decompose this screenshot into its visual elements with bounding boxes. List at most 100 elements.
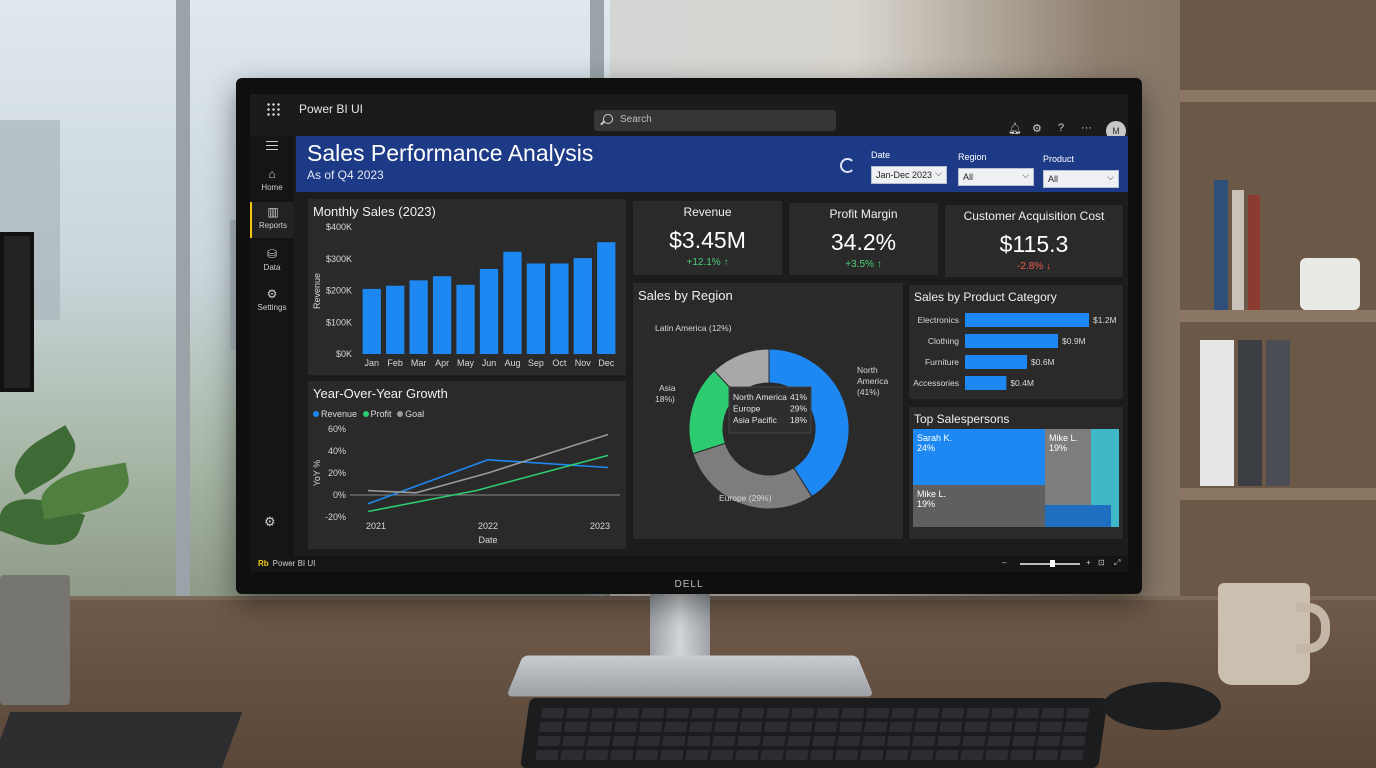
tile-name: Sarah K. <box>917 433 952 443</box>
nav-item-data[interactable]: ⛁ Data <box>250 244 294 280</box>
binder <box>1266 340 1290 486</box>
gear-icon[interactable]: ⚙ <box>1032 122 1042 135</box>
bar <box>433 276 451 354</box>
zoom-out-icon[interactable]: – <box>1002 558 1006 567</box>
product-category-card[interactable]: Sales by Product Category Electronics $1.… <box>908 284 1124 400</box>
yoy-growth-card[interactable]: Year-Over-Year Growth Revenue Profit Goa… <box>307 380 627 550</box>
key-row <box>539 722 1090 732</box>
treemap-tile-blue[interactable] <box>1045 505 1111 527</box>
report-header: Sales Performance Analysis As of Q4 2023… <box>296 136 1128 192</box>
slice-label: 18%) <box>655 394 675 404</box>
tooltip-value: 29% <box>790 404 807 414</box>
date-dropdown[interactable]: Jan-Dec 2023 ⌵ <box>871 166 947 184</box>
status-bar: Rb Power BI UI – + ⊡ ⤢ <box>250 556 1128 572</box>
kpi-delta: +12.1% ↑ <box>633 257 782 268</box>
bar <box>480 269 498 354</box>
bell-icon[interactable]: 🔔︎ <box>1008 122 1022 135</box>
tile-pct: 24% <box>917 443 935 453</box>
bezel-logo: DELL <box>236 579 1142 590</box>
treemap-tile-mike-1[interactable]: Mike L. 19% <box>1045 429 1091 505</box>
fit-page-icon[interactable]: ⊡ <box>1098 558 1105 567</box>
keyboard <box>520 698 1108 768</box>
kpi-revenue-card[interactable]: Revenue $3.45M +12.1% ↑ <box>632 200 783 276</box>
help-icon[interactable]: ? <box>1058 122 1064 134</box>
plant-pot <box>0 575 70 705</box>
app-title: Power BI UI <box>299 102 363 116</box>
filter-product: Product All ⌵ <box>1043 154 1074 164</box>
app-launcher-icon[interactable] <box>266 102 280 116</box>
kpi-title: Revenue <box>633 205 782 219</box>
key-row <box>541 708 1092 718</box>
monthly-sales-card[interactable]: Monthly Sales (2023) $0K $100K $200K $300K $… <box>307 198 627 376</box>
window-mullion <box>176 0 190 600</box>
bottom-settings-icon[interactable]: ⚙ <box>264 514 276 530</box>
key-row <box>535 750 1086 760</box>
tile-name: Mike L. <box>1049 433 1078 443</box>
monthly-sales-chart: $0K$100K$200K$300K$400KRevenueJan Feb Mar A… <box>308 199 628 377</box>
page-subtitle: As of Q4 2023 <box>307 168 384 182</box>
category-bar <box>965 376 1006 390</box>
kpi-title: Customer Acquisition Cost <box>945 209 1123 223</box>
y-tick-label: 20% <box>328 468 346 478</box>
category-bar <box>965 355 1027 369</box>
nav-item-settings[interactable]: ⚙ Settings <box>250 284 294 320</box>
zoom-slider-thumb[interactable] <box>1050 560 1055 567</box>
category-bar <box>965 334 1058 348</box>
x-tick-label: Jan <box>364 358 379 368</box>
x-tick-label: Feb <box>387 358 403 368</box>
top-salespersons-card[interactable]: Top Salespersons Sarah K. 24% Mike L. 19… <box>908 406 1124 540</box>
x-tick-label: Nov <box>575 358 592 368</box>
treemap-tile-mike-2[interactable]: Mike L. 19% <box>913 485 1045 527</box>
bar <box>386 286 404 354</box>
nav-item-home[interactable]: ⌂ Home <box>250 164 294 200</box>
treemap-tile-small[interactable] <box>1111 505 1119 527</box>
filter-label: Product <box>1043 154 1074 164</box>
more-icon[interactable]: ··· <box>1081 122 1092 134</box>
refresh-icon[interactable] <box>840 158 855 173</box>
zoom-in-icon[interactable]: + <box>1086 558 1091 567</box>
x-tick-label: May <box>457 358 475 368</box>
treemap-tile-teal[interactable] <box>1091 429 1119 505</box>
series-line <box>368 455 608 511</box>
tooltip-label: Asia Pacific <box>733 415 778 425</box>
category-label: Accessories <box>913 378 959 388</box>
x-tick-label: Sep <box>528 358 544 368</box>
search-input[interactable]: Search <box>594 110 836 131</box>
category-label: Furniture <box>925 357 959 367</box>
series-line <box>368 435 608 493</box>
y-tick-label: 40% <box>328 446 346 456</box>
bar <box>597 242 615 354</box>
bar <box>503 252 521 354</box>
kpi-profit-margin-card[interactable]: Profit Margin 34.2% +3.5% ↑ <box>788 202 939 276</box>
x-tick-label: Mar <box>411 358 427 368</box>
x-tick-label: Dec <box>598 358 615 368</box>
sales-by-region-card[interactable]: Sales by Region North America (41%) Europe … <box>632 282 904 540</box>
treemap-tile-sarah[interactable]: Sarah K. 24% <box>913 429 1045 485</box>
category-bar <box>965 313 1089 327</box>
shelf <box>1180 310 1376 322</box>
page-title: Sales Performance Analysis <box>307 140 593 167</box>
nav-label: Reports <box>259 221 287 230</box>
bar <box>550 264 568 354</box>
slice-label: (41%) <box>857 387 880 397</box>
product-dropdown[interactable]: All ⌵ <box>1043 170 1119 188</box>
nav-item-reports[interactable]: ▥ Reports <box>250 202 294 238</box>
slice-label: North <box>857 365 878 375</box>
second-monitor <box>0 232 34 392</box>
value-label: $0.9M <box>1062 336 1086 346</box>
y-tick-label: $200K <box>326 286 352 296</box>
region-dropdown[interactable]: All ⌵ <box>958 168 1034 186</box>
dropdown-value: Jan-Dec 2023 <box>876 170 932 180</box>
bar <box>409 280 427 354</box>
kpi-delta: -2.8% ↓ <box>945 261 1123 272</box>
home-icon: ⌂ <box>250 166 294 183</box>
product-category-chart: Electronics $1.2MClothing $0.9MFurniture $0… <box>909 285 1125 401</box>
fullscreen-icon[interactable]: ⤢ <box>1114 558 1120 568</box>
y-tick-label: $400K <box>326 222 352 232</box>
value-label: $1.2M <box>1093 315 1117 325</box>
hamburger-icon[interactable] <box>266 141 278 150</box>
data-icon: ⛁ <box>250 246 294 263</box>
shelf <box>1180 90 1376 102</box>
kpi-value: $3.45M <box>633 227 782 254</box>
kpi-cac-card[interactable]: Customer Acquisition Cost $115.3 -2.8% ↓ <box>944 204 1124 278</box>
